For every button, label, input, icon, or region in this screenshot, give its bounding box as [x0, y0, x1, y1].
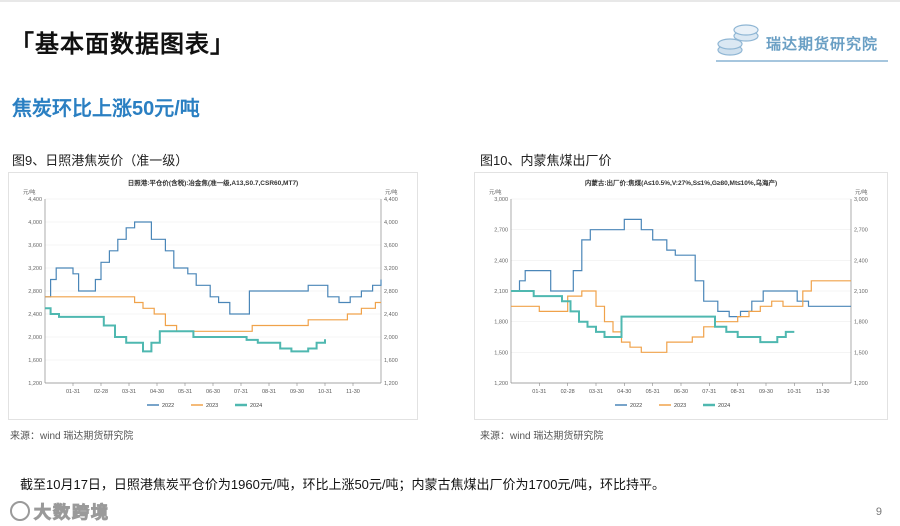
watermark-logo-icon: [10, 501, 30, 521]
x-tick-label: 09-30: [290, 389, 304, 395]
legend-label-2023: 2023: [674, 403, 686, 409]
y-tick-label-left: 2,700: [494, 228, 508, 234]
x-tick-label: 11-30: [346, 389, 360, 395]
y-tick-label-right: 1,200: [384, 381, 398, 387]
y-tick-label-right: 2,100: [854, 289, 868, 295]
y-tick-label-right: 3,000: [854, 197, 868, 203]
chart-2-frame: 内蒙古:出厂价:焦煤(A≤10.5%,V:27%,S≤1%,G≥80,Mt≤10…: [474, 172, 888, 420]
legend-label-2023: 2023: [206, 403, 218, 409]
x-tick-label: 11-30: [816, 389, 830, 395]
x-tick-label: 08-31: [262, 389, 276, 395]
institute-logo: 瑞达期货研究院: [716, 22, 888, 64]
figure-10-title: 图10、内蒙焦煤出厂价: [480, 153, 612, 168]
legend-label-2024: 2024: [718, 403, 730, 409]
series-line-2022: [45, 221, 382, 315]
series-line-2023: [45, 296, 381, 332]
x-tick-label: 10-31: [787, 389, 801, 395]
y-tick-label-left: 3,200: [28, 266, 42, 272]
y-tick-label-left: 1,800: [494, 320, 508, 326]
chart-rizhao-coke-price: 日照港:平仓价(含税):冶金焦(准一级,A13,S0.7,CSR60,MT7) 元…: [23, 178, 398, 409]
page-subtitle: 焦炭环比上涨50元/吨: [12, 98, 200, 120]
figure-10-source: 来源：wind 瑞达期货研究院: [480, 431, 604, 442]
x-tick-label: 07-31: [234, 389, 248, 395]
x-tick-label: 06-30: [674, 389, 688, 395]
y-tick-label-right: 3,600: [384, 243, 398, 249]
y-tick-label-left: 3,600: [28, 243, 42, 249]
y-unit-left: 元/吨: [23, 188, 36, 196]
y-tick-label-right: 2,000: [384, 335, 398, 341]
top-divider: [0, 0, 900, 2]
x-tick-label: 07-31: [702, 389, 716, 395]
y-tick-label-right: 1,600: [384, 358, 398, 364]
x-tick-label: 10-31: [318, 389, 332, 395]
x-tick-label: 01-31: [66, 389, 80, 395]
y-tick-label-right: 1,800: [854, 320, 868, 326]
y-unit-right: 元/吨: [385, 188, 398, 196]
y-tick-label-right: 1,500: [854, 350, 868, 356]
logo-underline: [716, 60, 888, 62]
y-tick-label-left: 1,600: [28, 358, 42, 364]
series-line-2023: [511, 280, 851, 353]
y-tick-label-right: 2,800: [384, 289, 398, 295]
y-unit-left: 元/吨: [489, 188, 502, 196]
chart-title: 内蒙古:出厂价:焦煤(A≤10.5%,V:27%,S≤1%,G≥80,Mt≤10…: [585, 178, 777, 187]
y-tick-label-left: 4,000: [28, 220, 42, 226]
y-tick-label-left: 1,200: [494, 381, 508, 387]
y-tick-label-left: 2,400: [494, 258, 508, 264]
coins-icon: [717, 24, 759, 56]
y-tick-label-right: 4,400: [384, 197, 398, 203]
chart-title: 日照港:平仓价(含税):冶金焦(准一级,A13,S0.7,CSR60,MT7): [128, 178, 298, 187]
x-tick-label: 05-31: [178, 389, 192, 395]
y-tick-label-right: 2,400: [384, 312, 398, 318]
x-tick-label: 04-30: [617, 389, 631, 395]
y-tick-label-left: 1,200: [28, 381, 42, 387]
x-tick-label: 01-31: [532, 389, 546, 395]
y-tick-label-left: 2,400: [28, 312, 42, 318]
watermark: 大数跨境: [10, 498, 110, 523]
series-line-2024: [511, 290, 795, 344]
y-tick-label-right: 1,200: [854, 381, 868, 387]
logo-text: 瑞达期货研究院: [766, 36, 879, 53]
section-title: 「基本面数据图表」: [10, 31, 235, 58]
summary-text: 截至10月17日，日照港焦炭平仓价为1960元/吨，环比上涨50元/吨；内蒙古焦…: [20, 477, 666, 492]
x-tick-label: 02-28: [561, 389, 575, 395]
watermark-text: 大数跨境: [34, 503, 110, 523]
x-tick-label: 05-31: [646, 389, 660, 395]
y-tick-label-left: 2,100: [494, 289, 508, 295]
series-line-2024: [45, 307, 326, 353]
legend-label-2022: 2022: [162, 403, 174, 409]
y-tick-label-left: 3,000: [494, 197, 508, 203]
chart-inner-mongolia-coking-coal-price: 内蒙古:出厂价:焦煤(A≤10.5%,V:27%,S≤1%,G≥80,Mt≤10…: [489, 178, 868, 409]
x-tick-label: 03-31: [122, 389, 136, 395]
legend-label-2022: 2022: [630, 403, 642, 409]
figure-9-title: 图9、日照港焦炭价（准一级）: [12, 153, 189, 168]
x-tick-label: 03-31: [589, 389, 603, 395]
legend-label-2024: 2024: [250, 403, 262, 409]
y-tick-label-right: 3,200: [384, 266, 398, 272]
y-unit-right: 元/吨: [855, 188, 868, 196]
series-line-2022: [511, 218, 851, 318]
chart-1-frame: 日照港:平仓价(含税):冶金焦(准一级,A13,S0.7,CSR60,MT7) 元…: [8, 172, 418, 420]
y-tick-label-right: 2,400: [854, 258, 868, 264]
y-tick-label-right: 4,000: [384, 220, 398, 226]
x-tick-label: 04-30: [150, 389, 164, 395]
x-tick-label: 02-28: [94, 389, 108, 395]
y-tick-label-left: 1,500: [494, 350, 508, 356]
figure-9-source: 来源：wind 瑞达期货研究院: [10, 431, 134, 442]
x-tick-label: 08-31: [731, 389, 745, 395]
y-tick-label-right: 2,700: [854, 228, 868, 234]
y-tick-label-left: 2,800: [28, 289, 42, 295]
page-number: 9: [875, 506, 882, 518]
x-tick-label: 09-30: [759, 389, 773, 395]
x-tick-label: 06-30: [206, 389, 220, 395]
y-tick-label-left: 4,400: [28, 197, 42, 203]
y-tick-label-left: 2,000: [28, 335, 42, 341]
